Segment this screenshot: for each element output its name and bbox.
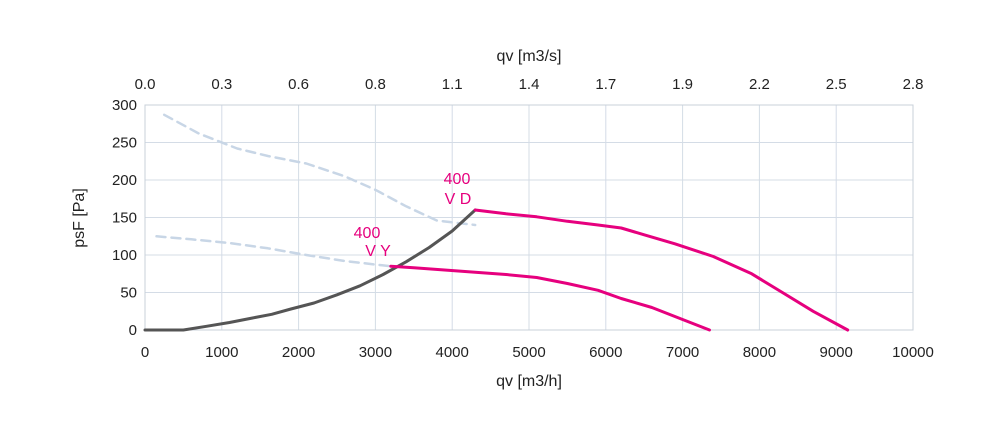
x-tick-label: 10000 (892, 344, 934, 361)
x2-tick-label: 0.6 (288, 76, 309, 93)
curve-label-vy-mode: V Y (365, 243, 391, 260)
x-axis-title: qv [m3/h] (496, 373, 562, 390)
series-group (143, 113, 850, 332)
x-tick-label: 3000 (359, 344, 392, 361)
system-curve-line (143, 208, 477, 332)
fan-curve-line (389, 264, 711, 332)
x-tick-label: 1000 (205, 344, 238, 361)
fan-curve-line (473, 208, 850, 332)
x-tick-label: 2000 (282, 344, 315, 361)
x-tick-label: 4000 (436, 344, 469, 361)
curve-label-vy-speed: 400 (354, 225, 381, 242)
fan-curve-extension-line (155, 235, 393, 268)
y-tick-label: 150 (112, 210, 137, 227)
x-tick-label: 9000 (820, 344, 853, 361)
curve-label-vd-mode: V D (445, 191, 472, 208)
x2-tick-label: 2.2 (749, 76, 770, 93)
y-tick-label: 250 (112, 135, 137, 152)
x2-tick-label: 2.5 (826, 76, 847, 93)
fan-curve-extension-line (162, 113, 477, 227)
x2-tick-label: 1.9 (672, 76, 693, 93)
tick-labels: 00.010000.320000.630000.840001.150001.46… (112, 76, 934, 361)
x2-axis-title: qv [m3/s] (497, 48, 562, 65)
curve-label-vd-speed: 400 (444, 171, 471, 188)
y-axis-title: psF [Pa] (71, 188, 88, 248)
y-tick-label: 50 (120, 285, 137, 302)
plot-frame (144, 104, 914, 331)
x2-tick-label: 0.0 (135, 76, 156, 93)
x-tick-label: 0 (141, 344, 149, 361)
x2-tick-label: 1.4 (519, 76, 540, 93)
x2-tick-label: 1.1 (442, 76, 463, 93)
x-tick-label: 7000 (666, 344, 699, 361)
y-tick-label: 300 (112, 97, 137, 114)
x2-tick-label: 1.7 (595, 76, 616, 93)
x2-tick-label: 0.8 (365, 76, 386, 93)
x-tick-label: 8000 (743, 344, 776, 361)
y-tick-label: 200 (112, 172, 137, 189)
x-tick-label: 5000 (512, 344, 545, 361)
x-tick-label: 6000 (589, 344, 622, 361)
x2-tick-label: 0.3 (211, 76, 232, 93)
y-tick-label: 100 (112, 247, 137, 264)
y-tick-label: 0 (129, 322, 137, 339)
x2-tick-label: 2.8 (903, 76, 924, 93)
